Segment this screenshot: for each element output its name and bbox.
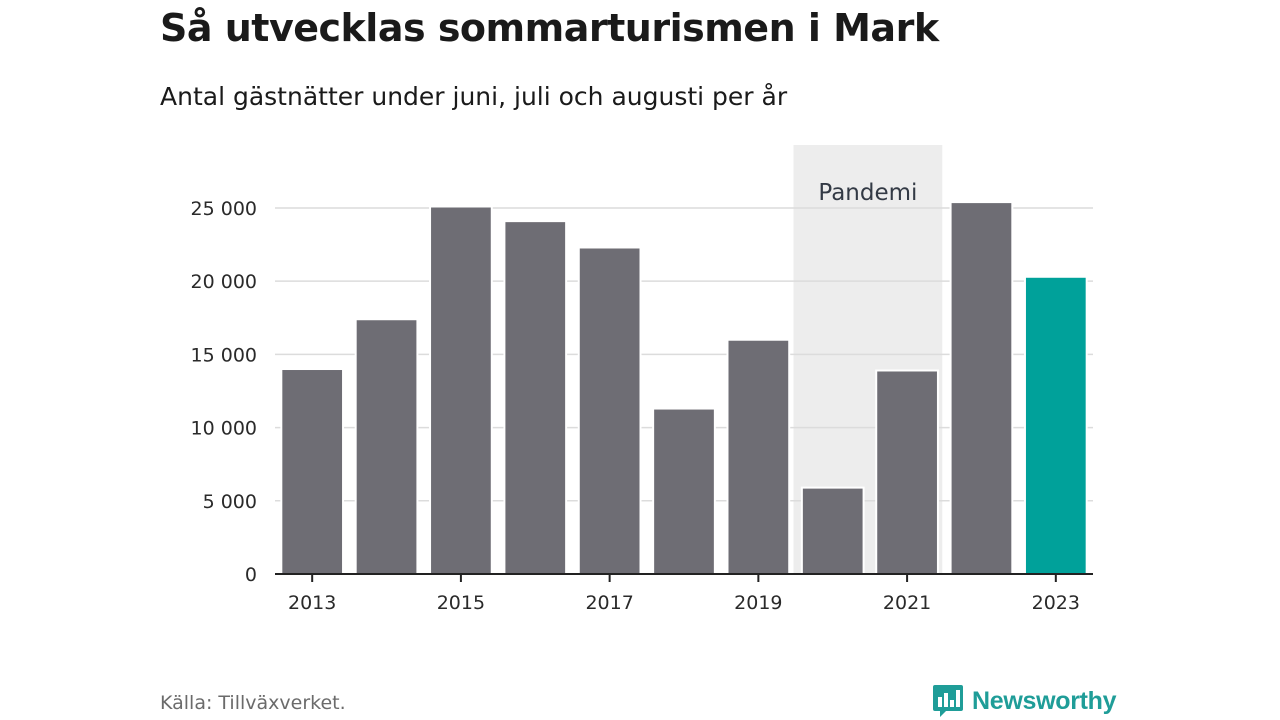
x-tick-label: 2023: [1032, 592, 1080, 614]
brand-name: Newsworthy: [972, 686, 1117, 715]
bar-2017: [577, 246, 642, 576]
bar-2019: [726, 338, 791, 575]
bar-2016: [503, 220, 568, 576]
y-tick-label: 0: [245, 564, 257, 586]
x-tick-label: 2019: [734, 592, 782, 614]
x-tick-label: 2021: [883, 592, 931, 614]
bar-2021: [875, 369, 939, 575]
newsworthy-logo-icon: [933, 685, 963, 717]
bar-2015: [429, 205, 493, 575]
y-tick-label: 10 000: [191, 418, 257, 440]
x-tick-label: 2017: [585, 592, 633, 614]
y-tick-label: 25 000: [191, 198, 257, 220]
y-tick-label: 20 000: [191, 271, 257, 293]
bar-2018: [652, 407, 716, 576]
bar-2014: [354, 318, 419, 576]
bar-2020: [800, 486, 865, 576]
bar-2023: [1023, 275, 1088, 575]
pandemic-label: Pandemi: [818, 180, 917, 206]
bar-2022: [949, 201, 1014, 575]
source-note: Källa: Tillväxverket.: [160, 692, 346, 714]
y-tick-label: 5 000: [203, 491, 257, 513]
x-tick-label: 2013: [288, 592, 336, 614]
bar-2013: [280, 368, 345, 575]
brand-logo: Newsworthy: [932, 683, 1117, 719]
x-tick-label: 2015: [437, 592, 485, 614]
y-tick-label: 15 000: [191, 344, 257, 366]
chart-title: Så utvecklas sommarturismen i Mark: [160, 6, 939, 50]
chart-subtitle: Antal gästnätter under juni, juli och au…: [160, 82, 788, 111]
